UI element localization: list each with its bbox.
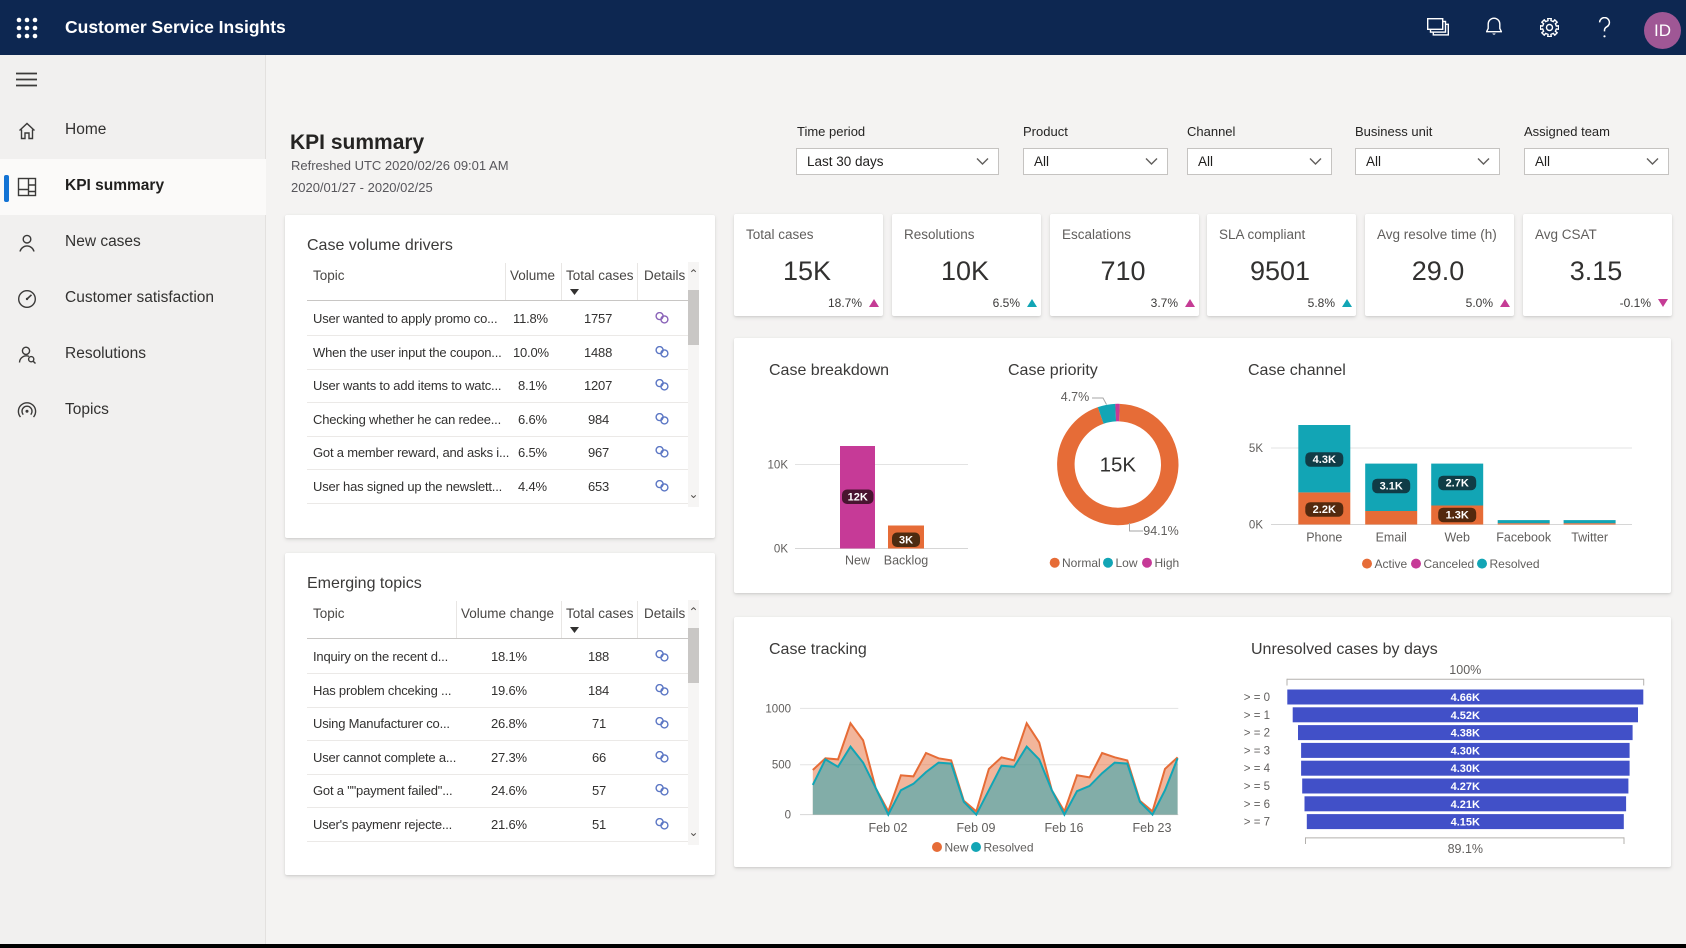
svg-text:15K: 15K xyxy=(1100,454,1137,477)
svg-text:4.15K: 4.15K xyxy=(1451,817,1480,829)
svg-text:New: New xyxy=(945,840,969,854)
svg-text:High: High xyxy=(1155,556,1180,570)
svg-text:Canceled: Canceled xyxy=(1424,557,1475,571)
svg-text:3K: 3K xyxy=(899,535,913,547)
svg-text:4.30K: 4.30K xyxy=(1451,763,1480,775)
svg-text:4.21K: 4.21K xyxy=(1451,799,1480,811)
svg-text:> = 4: > = 4 xyxy=(1244,763,1271,775)
svg-text:3.1K: 3.1K xyxy=(1380,481,1403,493)
svg-text:4.27K: 4.27K xyxy=(1451,781,1480,793)
svg-text:4.52K: 4.52K xyxy=(1451,710,1480,722)
svg-text:> = 2: > = 2 xyxy=(1244,728,1270,740)
svg-text:0K: 0K xyxy=(774,544,788,556)
svg-text:> = 1: > = 1 xyxy=(1244,710,1270,722)
svg-text:94.1%: 94.1% xyxy=(1143,524,1178,538)
svg-text:Twitter: Twitter xyxy=(1571,531,1608,545)
svg-text:89.1%: 89.1% xyxy=(1448,842,1483,856)
svg-text:1000: 1000 xyxy=(765,703,791,715)
svg-text:4.7%: 4.7% xyxy=(1061,390,1090,404)
svg-text:5K: 5K xyxy=(1249,443,1263,455)
svg-text:12K: 12K xyxy=(848,492,868,504)
svg-text:Backlog: Backlog xyxy=(884,554,929,568)
svg-text:Low: Low xyxy=(1116,556,1138,570)
svg-text:0: 0 xyxy=(785,810,791,822)
svg-text:Feb 02: Feb 02 xyxy=(869,821,908,835)
svg-text:> = 3: > = 3 xyxy=(1244,745,1270,757)
svg-text:4.38K: 4.38K xyxy=(1451,728,1480,740)
svg-text:Web: Web xyxy=(1444,531,1470,545)
svg-text:500: 500 xyxy=(772,760,791,772)
svg-text:Phone: Phone xyxy=(1306,531,1342,545)
svg-text:Resolved: Resolved xyxy=(984,840,1034,854)
svg-text:Feb 23: Feb 23 xyxy=(1133,821,1172,835)
svg-text:> = 5: > = 5 xyxy=(1244,781,1270,793)
svg-text:Facebook: Facebook xyxy=(1496,531,1552,545)
svg-text:100%: 100% xyxy=(1449,663,1481,677)
svg-text:> = 6: > = 6 xyxy=(1244,799,1270,811)
svg-text:2.2K: 2.2K xyxy=(1313,504,1336,516)
svg-text:0K: 0K xyxy=(1249,520,1263,532)
svg-text:> = 7: > = 7 xyxy=(1244,817,1270,829)
svg-text:4.30K: 4.30K xyxy=(1451,745,1480,757)
svg-text:Feb 16: Feb 16 xyxy=(1045,821,1084,835)
svg-text:4.3K: 4.3K xyxy=(1313,454,1336,466)
svg-text:2.7K: 2.7K xyxy=(1446,478,1469,490)
svg-text:Active: Active xyxy=(1375,557,1408,571)
svg-text:Email: Email xyxy=(1376,531,1407,545)
svg-text:1.3K: 1.3K xyxy=(1446,510,1469,522)
svg-text:Resolved: Resolved xyxy=(1490,557,1540,571)
svg-text:New: New xyxy=(845,554,871,568)
svg-text:> = 0: > = 0 xyxy=(1244,692,1270,704)
svg-text:4.66K: 4.66K xyxy=(1451,692,1480,704)
svg-text:10K: 10K xyxy=(768,460,789,472)
svg-text:Normal: Normal xyxy=(1062,556,1101,570)
svg-text:Feb 09: Feb 09 xyxy=(957,821,996,835)
